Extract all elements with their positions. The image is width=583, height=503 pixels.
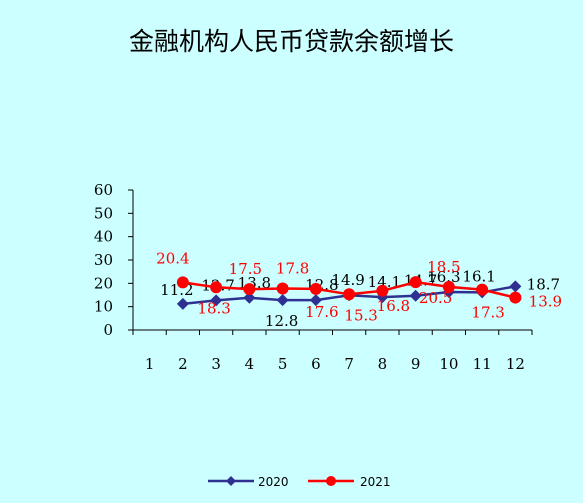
data-label-2020: 16.1 bbox=[462, 267, 495, 285]
x-tick-label: 5 bbox=[278, 355, 288, 373]
data-label-2020: 16.3 bbox=[427, 268, 460, 286]
data-point-2020 bbox=[409, 289, 422, 302]
data-label-2020: 14.1 bbox=[368, 273, 401, 291]
data-point-2021 bbox=[276, 282, 289, 295]
data-label-2021: 15.3 bbox=[344, 306, 377, 324]
data-point-2021 bbox=[343, 288, 356, 301]
data-point-2021 bbox=[176, 276, 189, 289]
data-point-2021 bbox=[243, 283, 256, 296]
y-tick-label: 20 bbox=[94, 274, 113, 292]
y-tick-label: 60 bbox=[94, 181, 113, 199]
x-tick-label: 2 bbox=[178, 355, 188, 373]
data-label-2021: 17.5 bbox=[229, 260, 262, 278]
data-point-2020 bbox=[309, 294, 322, 307]
data-point-2021 bbox=[442, 280, 455, 293]
data-point-2020 bbox=[176, 297, 189, 310]
data-point-2021 bbox=[476, 283, 489, 296]
x-tick-label: 1 bbox=[145, 355, 155, 373]
data-label-2021: 17.8 bbox=[276, 259, 309, 277]
data-point-2020 bbox=[243, 291, 256, 304]
data-point-2021 bbox=[309, 282, 322, 295]
data-label-2021: 18.5 bbox=[427, 258, 460, 276]
y-tick-label: 0 bbox=[103, 321, 113, 339]
data-point-2021 bbox=[409, 276, 422, 289]
legend-label-2020: 2020 bbox=[258, 475, 289, 489]
data-point-2021 bbox=[210, 281, 223, 294]
x-tick-label: 11 bbox=[473, 355, 492, 373]
legend-marker-2020 bbox=[226, 476, 236, 486]
data-point-2020 bbox=[509, 280, 522, 293]
x-tick-label: 7 bbox=[344, 355, 354, 373]
y-tick-label: 10 bbox=[94, 298, 113, 316]
y-tick-label: 30 bbox=[94, 251, 113, 269]
x-tick-label: 9 bbox=[411, 355, 421, 373]
chart-title: 金融机构人民币贷款余额增长 bbox=[128, 27, 454, 56]
legend-marker-2021 bbox=[326, 476, 336, 486]
data-point-2021 bbox=[509, 291, 522, 304]
data-point-2020 bbox=[276, 294, 289, 307]
data-point-2020 bbox=[210, 294, 223, 307]
data-label-2020: 14.9 bbox=[331, 271, 364, 289]
data-label-2021: 17.3 bbox=[471, 304, 504, 322]
x-tick-label: 3 bbox=[211, 355, 221, 373]
data-label-2020: 18.7 bbox=[527, 275, 560, 293]
x-tick-label: 10 bbox=[439, 355, 458, 373]
y-tick-label: 40 bbox=[94, 228, 113, 246]
data-label-2020: 12.8 bbox=[265, 312, 298, 330]
data-label-2021: 16.8 bbox=[377, 297, 410, 315]
x-tick-label: 12 bbox=[506, 355, 525, 373]
y-tick-label: 50 bbox=[94, 204, 113, 222]
data-label-2021: 17.6 bbox=[305, 303, 338, 321]
data-label-2021: 13.9 bbox=[529, 293, 562, 311]
data-point-2021 bbox=[376, 284, 389, 297]
x-tick-label: 4 bbox=[245, 355, 255, 373]
x-tick-label: 8 bbox=[378, 355, 388, 373]
legend-label-2021: 2021 bbox=[360, 475, 391, 489]
data-label-2021: 18.3 bbox=[197, 299, 230, 317]
data-label-2021: 20.5 bbox=[419, 289, 452, 307]
x-tick-label: 6 bbox=[311, 355, 321, 373]
data-label-2021: 20.4 bbox=[156, 249, 189, 267]
